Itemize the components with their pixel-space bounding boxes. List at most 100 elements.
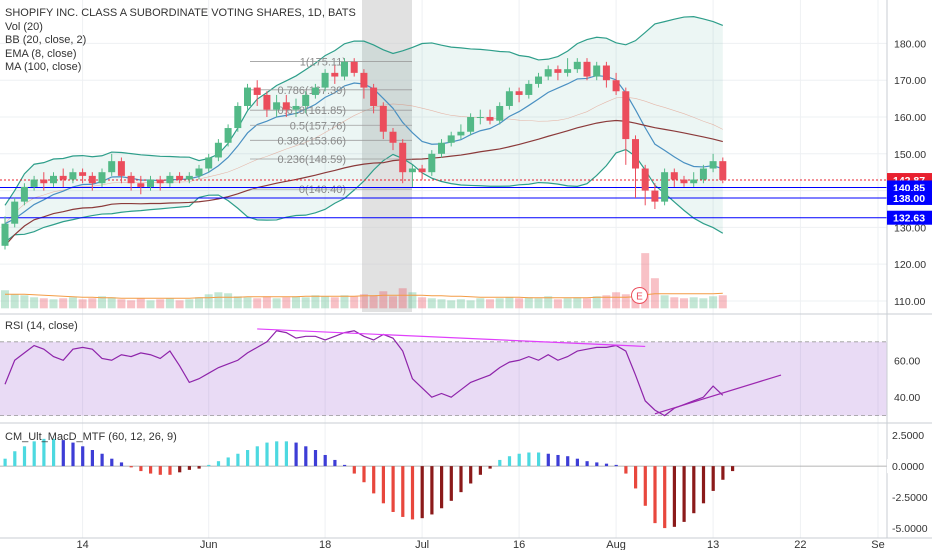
candle-body <box>1 223 9 246</box>
volume-bar <box>1 290 9 309</box>
volume-bar <box>321 296 330 309</box>
candle-body <box>670 172 678 180</box>
volume-bar <box>427 298 436 309</box>
candle-body <box>612 80 620 92</box>
macd-bar <box>139 466 143 472</box>
volume-bar <box>641 253 650 309</box>
level-badge: 132.63 <box>893 213 925 225</box>
candle-body <box>389 131 397 143</box>
rsi-title[interactable]: RSI (14, close) <box>5 320 78 332</box>
candle-body <box>69 172 77 180</box>
macd-bar <box>672 466 676 527</box>
candle-body <box>370 87 378 106</box>
macd-bar <box>352 466 356 474</box>
volume-bar <box>185 299 194 309</box>
macd-bar <box>391 466 395 512</box>
price-tick-label: 170.00 <box>894 75 926 87</box>
price-tick-label: 160.00 <box>894 112 926 124</box>
volume-bar <box>621 294 630 309</box>
volume-bar <box>214 292 223 309</box>
volume-ma-line <box>5 292 723 299</box>
macd-tick-label: -2.5000 <box>892 492 928 504</box>
candle-body <box>428 153 436 173</box>
candle-body <box>438 142 445 154</box>
candle-body <box>292 105 300 110</box>
volume-bar <box>127 300 136 309</box>
macd-bar <box>343 464 347 467</box>
volume-bar <box>592 296 601 309</box>
macd-bar <box>42 438 46 467</box>
volume-bar <box>563 298 572 309</box>
level-badge-bg <box>887 210 932 225</box>
volume-bar <box>515 298 524 309</box>
earnings-marker <box>631 286 648 304</box>
candle-body <box>127 175 135 184</box>
volume-bar <box>10 294 19 309</box>
candle-body <box>108 161 116 173</box>
macd-bar <box>556 454 560 467</box>
chart-legend: SHOPIFY INC. CLASS A SUBORDINATE VOTING … <box>5 7 356 75</box>
volume-bar <box>146 300 155 309</box>
macd-bar <box>653 466 657 524</box>
fib-label: 0.236(148.59) <box>278 154 347 166</box>
macd-bar <box>682 466 686 522</box>
macd-zero-badge: 0.0000 <box>892 461 924 473</box>
fib-label: 0.5(157.76) <box>290 120 346 132</box>
volume-bar <box>195 297 203 309</box>
candle-body <box>30 179 38 187</box>
volume-bar <box>330 297 339 309</box>
candle-body <box>263 94 271 110</box>
volume-bar <box>447 300 456 309</box>
candle-body <box>50 175 57 184</box>
candle-body <box>302 94 310 106</box>
candle-body <box>214 142 222 158</box>
volume-bar <box>495 298 504 309</box>
indicator-bollinger[interactable]: BB (20, close, 2) <box>5 34 87 46</box>
candle-body <box>166 175 174 184</box>
volume-bar <box>49 299 58 309</box>
candle-body <box>515 91 523 95</box>
time-tick-label: 22 <box>794 539 806 550</box>
candle-body <box>467 117 475 132</box>
candle-body <box>224 128 232 143</box>
macd-bar <box>643 466 647 506</box>
volume-bar <box>175 300 184 309</box>
candle-body <box>59 175 67 180</box>
macd-bar <box>381 466 385 504</box>
volume-bar <box>524 297 533 309</box>
macd-bar <box>449 466 453 501</box>
macd-bar <box>731 466 735 472</box>
volume-bar <box>156 299 165 309</box>
volume-bar <box>689 297 698 309</box>
candle-body <box>11 201 19 224</box>
macd-bar <box>440 466 444 509</box>
candle-body <box>20 186 28 202</box>
chart-title[interactable]: SHOPIFY INC. CLASS A SUBORDINATE VOTING … <box>5 7 356 19</box>
indicator-volume[interactable]: Vol (20) <box>5 20 43 33</box>
volume-bar <box>573 297 582 309</box>
price-axis: 110.00120.00130.00140.00150.00160.00170.… <box>886 0 928 538</box>
volume-bar <box>398 288 407 309</box>
volume-bar <box>39 298 48 309</box>
volume-bar <box>136 298 145 309</box>
volume-bar <box>204 294 213 309</box>
candle-body <box>379 105 387 132</box>
candle-body <box>554 69 562 73</box>
volume-bar <box>612 292 621 309</box>
candle-body <box>525 83 533 95</box>
fib-label: 1(175.11) <box>300 56 346 68</box>
macd-title[interactable]: CM_Ult_MacD_MTF (60, 12, 26, 9) <box>5 431 177 443</box>
indicator-ema[interactable]: EMA (8, close) <box>5 47 77 60</box>
macd-bar <box>226 457 230 467</box>
macd-bar <box>61 440 65 467</box>
fibonacci-levels: 1(175.11)0.786(167.39)0.618(161.85)0.5(1… <box>250 56 412 196</box>
candle-body <box>709 161 717 169</box>
candle-body <box>350 61 358 73</box>
indicator-ma[interactable]: MA (100, close) <box>5 61 82 73</box>
macd-bar <box>13 451 17 467</box>
macd-bar <box>420 466 424 519</box>
time-tick-label: Jun <box>200 539 218 550</box>
candle-body <box>321 72 329 88</box>
macd-bar <box>52 438 56 467</box>
